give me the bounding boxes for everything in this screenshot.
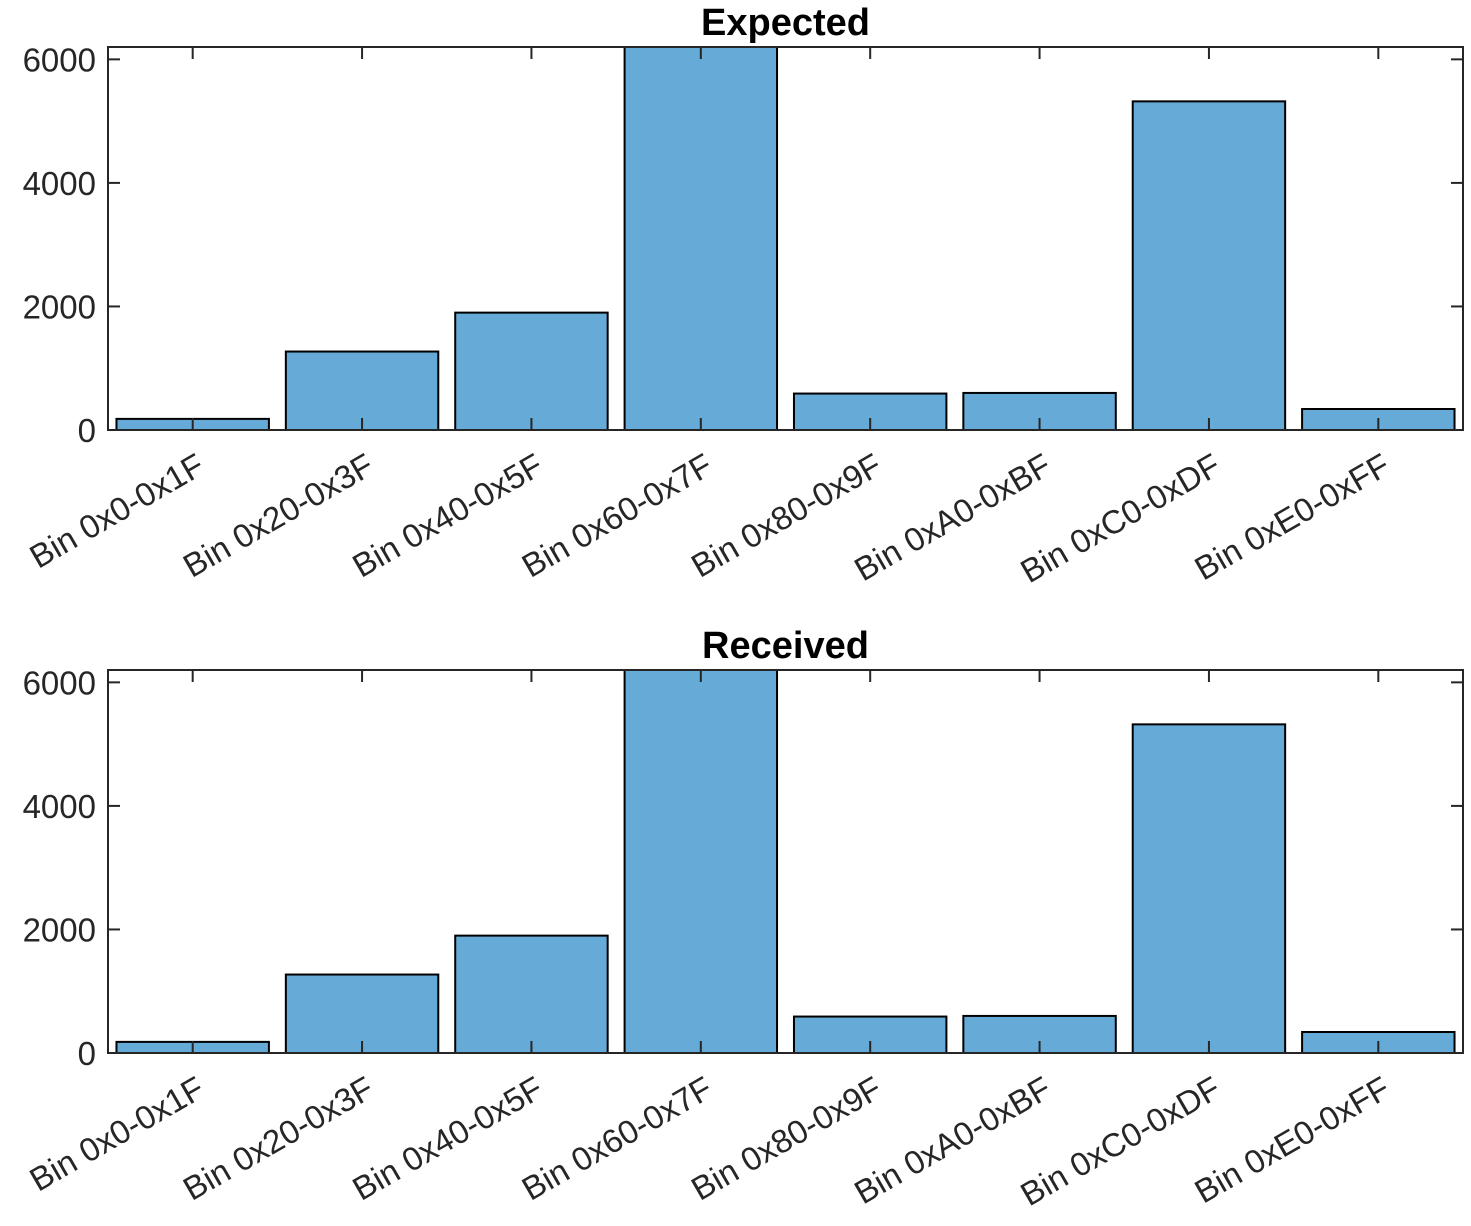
bar bbox=[1131, 100, 1287, 431]
x-tick-label: Bin 0x60-0x7F bbox=[516, 1069, 719, 1207]
y-tick-label: 0 bbox=[78, 1035, 96, 1072]
bar bbox=[623, 46, 779, 431]
bar-group bbox=[115, 46, 1456, 432]
y-tick-label: 2000 bbox=[23, 911, 96, 948]
x-tick-label: Bin 0x60-0x7F bbox=[516, 446, 719, 584]
tick-group bbox=[108, 670, 1463, 1054]
x-tick-label: Bin 0x40-0x5F bbox=[346, 1069, 549, 1207]
y-tick-label: 4000 bbox=[23, 165, 96, 202]
y-tick-labels: 0 2000 4000 6000 bbox=[23, 664, 96, 1072]
y-tick-label: 6000 bbox=[23, 41, 96, 78]
bar bbox=[284, 973, 440, 1054]
bar bbox=[623, 669, 779, 1054]
tick-group bbox=[108, 47, 1463, 431]
bar bbox=[454, 934, 609, 1054]
plot-frame bbox=[107, 669, 1464, 1054]
y-tick-label: 4000 bbox=[23, 788, 96, 825]
y-tick-label: 0 bbox=[78, 412, 96, 449]
bar bbox=[454, 311, 609, 431]
bar bbox=[284, 350, 440, 432]
x-tick-label: Bin 0x20-0x3F bbox=[177, 446, 380, 584]
plot-frame bbox=[107, 46, 1464, 431]
chart-title: Received bbox=[702, 625, 869, 667]
bar bbox=[1131, 723, 1287, 1054]
y-tick-label: 6000 bbox=[23, 664, 96, 701]
x-tick-label: Bin 0x40-0x5F bbox=[346, 446, 549, 584]
chart-title: Expected bbox=[701, 2, 870, 44]
bar-group bbox=[115, 669, 1456, 1055]
x-tick-label: Bin 0x20-0x3F bbox=[177, 1069, 380, 1207]
y-tick-labels: 0 2000 4000 6000 bbox=[23, 41, 96, 449]
y-tick-label: 2000 bbox=[23, 288, 96, 325]
